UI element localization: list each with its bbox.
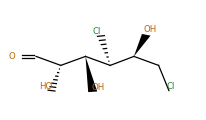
Text: O: O [9, 52, 16, 61]
Text: OH: OH [144, 26, 157, 35]
Text: HO: HO [39, 82, 52, 91]
Text: Cl: Cl [166, 82, 175, 91]
Polygon shape [134, 34, 151, 56]
Polygon shape [85, 56, 97, 92]
Text: OH: OH [91, 83, 104, 92]
Text: Cl: Cl [93, 27, 101, 36]
